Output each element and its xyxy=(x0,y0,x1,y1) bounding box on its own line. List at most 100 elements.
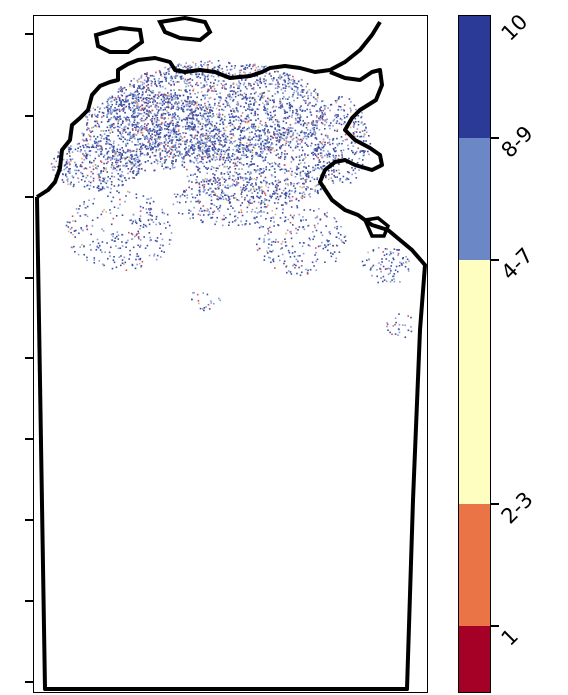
texture-speck xyxy=(219,99,221,102)
texture-speck xyxy=(284,187,287,190)
texture-speck xyxy=(87,146,89,148)
texture-speck xyxy=(183,191,185,193)
texture-speck xyxy=(267,138,269,140)
texture-speck xyxy=(279,248,282,250)
texture-speck xyxy=(328,125,330,127)
texture-speck xyxy=(261,124,263,126)
texture-speck xyxy=(293,263,296,266)
texture-speck xyxy=(401,257,404,260)
texture-speck xyxy=(228,93,231,96)
texture-speck xyxy=(300,196,302,199)
texture-speck xyxy=(164,87,167,90)
texture-speck xyxy=(176,81,179,83)
texture-speck xyxy=(229,119,231,122)
texture-speck xyxy=(218,157,221,159)
texture-speck xyxy=(247,190,250,193)
texture-speck xyxy=(192,89,194,92)
texture-speck xyxy=(219,64,221,67)
texture-speck xyxy=(261,148,263,151)
texture-speck xyxy=(289,189,291,192)
texture-speck xyxy=(277,241,279,243)
texture-speck xyxy=(71,246,74,249)
texture-speck xyxy=(377,281,379,284)
texture-speck xyxy=(222,192,225,194)
texture-speck xyxy=(149,155,152,158)
texture-speck xyxy=(210,199,213,202)
texture-speck xyxy=(145,91,147,93)
texture-speck xyxy=(303,166,305,168)
texture-speck xyxy=(316,164,319,166)
texture-speck xyxy=(371,266,374,268)
texture-speck xyxy=(197,168,199,171)
texture-speck xyxy=(306,272,309,275)
texture-speck xyxy=(111,239,113,241)
texture-speck xyxy=(216,149,218,151)
texture-speck xyxy=(85,225,88,228)
texture-speck xyxy=(130,163,132,166)
texture-speck xyxy=(248,204,250,206)
texture-speck xyxy=(103,154,106,157)
texture-speck xyxy=(223,181,226,183)
texture-speck xyxy=(220,172,223,174)
texture-speck xyxy=(221,189,223,191)
texture-speck xyxy=(121,233,123,236)
texture-speck xyxy=(179,196,182,198)
texture-speck xyxy=(252,64,255,66)
texture-speck xyxy=(145,145,147,147)
texture-speck xyxy=(177,97,179,100)
texture-speck xyxy=(117,105,120,107)
texture-speck xyxy=(254,63,256,66)
texture-speck xyxy=(276,193,279,195)
texture-speck xyxy=(218,186,220,188)
texture-speck xyxy=(170,108,172,110)
texture-speck xyxy=(90,175,92,178)
texture-speck xyxy=(98,179,101,181)
texture-speck xyxy=(249,198,251,201)
texture-speck xyxy=(239,90,242,92)
texture-speck xyxy=(84,167,87,169)
texture-speck xyxy=(231,90,233,92)
texture-speck xyxy=(209,139,211,141)
texture-speck xyxy=(143,135,145,138)
texture-speck xyxy=(238,168,240,170)
texture-speck xyxy=(256,212,259,214)
texture-speck xyxy=(402,262,405,264)
texture-speck xyxy=(287,129,290,131)
texture-speck xyxy=(292,82,295,85)
texture-speck xyxy=(326,162,329,164)
texture-speck xyxy=(325,153,328,155)
texture-speck xyxy=(315,98,318,101)
texture-speck xyxy=(180,107,183,110)
texture-speck xyxy=(288,106,290,109)
texture-speck xyxy=(121,127,123,130)
texture-speck xyxy=(279,217,282,219)
texture-speck xyxy=(199,190,201,193)
texture-speck xyxy=(109,140,112,142)
texture-speck xyxy=(218,165,221,167)
texture-speck xyxy=(208,122,210,124)
texture-speck xyxy=(254,139,257,141)
texture-speck xyxy=(182,108,185,111)
texture-speck xyxy=(316,149,319,151)
texture-speck xyxy=(401,264,403,266)
texture-speck xyxy=(123,103,126,106)
texture-speck xyxy=(289,124,292,126)
texture-speck xyxy=(228,224,230,226)
texture-speck xyxy=(193,145,196,148)
texture-speck xyxy=(205,119,207,122)
texture-speck xyxy=(263,95,265,98)
texture-speck xyxy=(212,190,214,193)
texture-speck xyxy=(161,157,163,159)
texture-speck xyxy=(159,156,161,158)
texture-speck xyxy=(298,120,300,123)
texture-speck xyxy=(146,124,148,127)
texture-speck xyxy=(299,114,301,116)
texture-speck xyxy=(126,116,129,118)
texture-speck xyxy=(113,149,116,152)
texture-speck xyxy=(154,239,157,242)
texture-speck xyxy=(238,69,241,72)
texture-speck xyxy=(77,181,80,183)
texture-speck xyxy=(231,74,234,76)
texture-speck xyxy=(327,150,329,153)
texture-speck xyxy=(149,156,151,159)
